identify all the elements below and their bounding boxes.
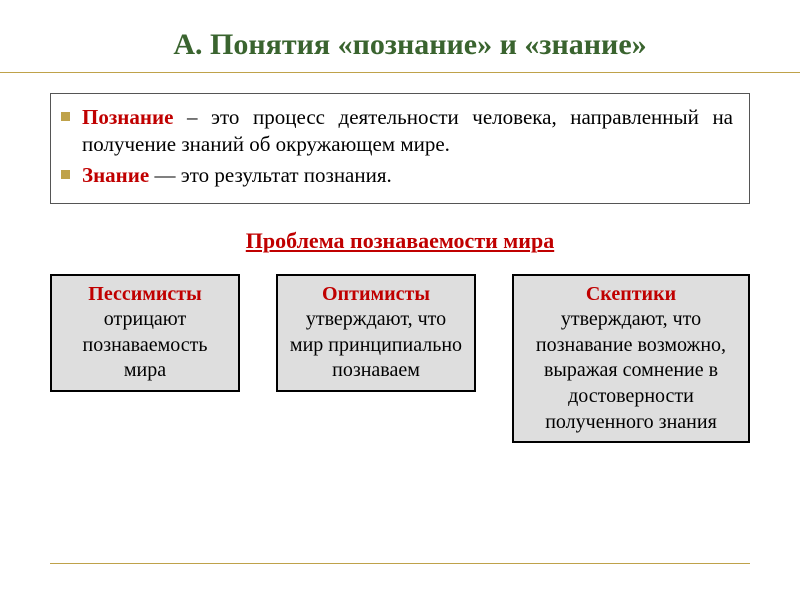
definitions-box: Познание – это процесс деятельности чело…: [50, 93, 750, 204]
card-pessimists: Пессимисты отрицают познаваемость мира: [50, 274, 240, 392]
card-optimists: Оптимисты утверждают, что мир принципиал…: [276, 274, 476, 392]
definition-text: Познание – это процесс деятельности чело…: [82, 104, 733, 158]
card-skeptics: Скептики утверждают, что познавание возм…: [512, 274, 750, 444]
bullet-icon: [61, 170, 70, 179]
definition-row: Знание — это результат познания.: [61, 162, 733, 189]
card-title: Скептики: [524, 282, 738, 308]
definition-text: Знание — это результат познания.: [82, 162, 733, 189]
term: Познание: [82, 105, 173, 129]
card-body: утверждают, что мир принципиально познав…: [288, 307, 464, 384]
card-title: Пессимисты: [62, 282, 228, 308]
card-body: утверждают, что познавание возможно, выр…: [524, 307, 738, 435]
definition-row: Познание – это процесс деятельности чело…: [61, 104, 733, 158]
page-title: А. Понятия «познание» и «знание»: [70, 28, 750, 62]
title-section: А. Понятия «познание» и «знание»: [0, 0, 800, 73]
bullet-icon: [61, 112, 70, 121]
bottom-rule: [50, 563, 750, 564]
term-rest: — это результат познания.: [149, 163, 392, 187]
card-title: Оптимисты: [288, 282, 464, 308]
subheader: Проблема познаваемости мира: [0, 228, 800, 254]
cards-row: Пессимисты отрицают познаваемость мира О…: [0, 274, 800, 444]
term-rest: – это процесс деятельности человека, нап…: [82, 105, 733, 156]
term: Знание: [82, 163, 149, 187]
card-body: отрицают познаваемость мира: [62, 307, 228, 384]
